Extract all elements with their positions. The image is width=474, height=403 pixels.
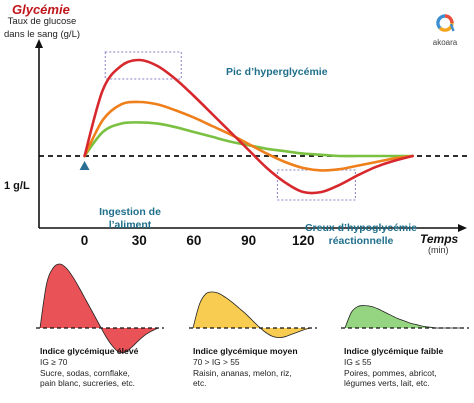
x-tick-label: 120 (292, 233, 315, 248)
peak-annotation: Pic d’hyperglycémie (226, 66, 328, 78)
mini-curve-fill (40, 264, 158, 353)
mini-curve-outline (344, 305, 463, 329)
logo-icon (436, 14, 455, 32)
trough-highlight-box (276, 169, 356, 201)
logo: akoara (432, 14, 458, 47)
card-medium-gi: Indice glycémique moyen 70 > IG > 55 Rai… (193, 346, 321, 389)
series-line (83, 100, 414, 172)
x-axis-arrow (458, 224, 467, 232)
chart-title: Glycémie (12, 2, 70, 17)
card-title: Indice glycémique faible (344, 346, 444, 356)
logo-text: akoara (432, 38, 458, 47)
trough-annotation-line2: réactionnelle (328, 235, 394, 247)
ingestion-marker (79, 161, 90, 170)
mini-curve-fill (193, 291, 311, 338)
x-tick-label: 60 (186, 233, 202, 248)
card-line: IG ≤ 55 (344, 356, 372, 367)
series-line (83, 58, 414, 195)
x-axis-unit: (min) (428, 245, 449, 255)
card-high-gi: Indice glycémique élevé IG ≥ 70 Sucre, s… (40, 346, 168, 389)
mini-curve-outline (39, 263, 159, 354)
x-axis-label: Temps (420, 232, 459, 246)
y-axis-label: Taux de glucose dans le sang (g/L) (3, 16, 81, 40)
y-axis-arrow (35, 39, 43, 48)
card-line: Raisin, ananas, melon, riz, (193, 367, 292, 378)
card-line: etc. (193, 378, 207, 389)
card-line: IG ≥ 70 (40, 356, 68, 367)
trough-annotation-line1: Creux d’hypoglycémie (304, 222, 418, 234)
x-tick-label: 30 (131, 233, 147, 248)
card-title: Indice glycémique élevé (40, 346, 139, 356)
ingestion-annotation-line1: Ingestion de (99, 206, 161, 218)
card-line: légumes verts, lait, etc. (344, 378, 430, 389)
trough-annotation: Creux d’hypoglycémie réactionnelle (296, 222, 426, 248)
card-line: 70 > IG > 55 (193, 356, 240, 367)
ingestion-annotation: Ingestion de l’aliment (92, 206, 168, 232)
card-title: Indice glycémique moyen (193, 346, 298, 356)
x-tick-label: 90 (241, 233, 257, 248)
card-line: Sucre, sodas, cornflake, (40, 367, 130, 378)
x-tick-label: 0 (80, 233, 89, 248)
card-low-gi: Indice glycémique faible IG ≤ 55 Poires,… (344, 346, 472, 389)
mini-curve-fill (345, 305, 463, 329)
card-line: Poires, pommes, abricot, (344, 367, 437, 378)
baseline-label: 1 g/L (4, 180, 30, 192)
mini-curve-outline (192, 291, 312, 339)
peak-highlight-box (104, 51, 182, 80)
ingestion-annotation-line2: l’aliment (108, 219, 152, 231)
card-line: pain blanc, sucreries, etc. (40, 378, 135, 389)
